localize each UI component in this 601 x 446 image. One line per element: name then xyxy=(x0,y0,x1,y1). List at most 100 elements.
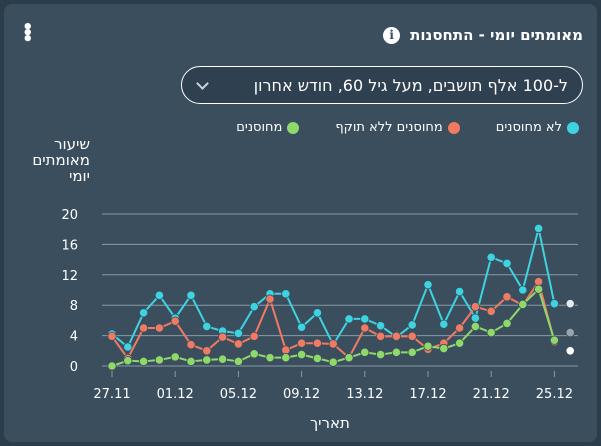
point-vaccinated-22 xyxy=(454,338,465,348)
point-vaccinated-12 xyxy=(296,349,307,360)
point-vaccinated-20 xyxy=(423,341,433,351)
point-unvaccinated-8 xyxy=(233,328,243,338)
point-vaccinated-13 xyxy=(312,353,322,363)
point-expired-4 xyxy=(170,316,180,326)
y-tick-label-4: 16 xyxy=(61,238,78,253)
point-unvaccinated-26 xyxy=(518,285,528,295)
y-tick-label-5: 20 xyxy=(61,208,78,223)
point-latest-vaccinated xyxy=(565,327,575,338)
legend-item-expired[interactable]: מחוסנים ללא תוקף xyxy=(335,120,460,135)
point-unvaccinated-24 xyxy=(486,252,496,262)
point-expired-9 xyxy=(249,331,259,341)
point-vaccinated-16 xyxy=(360,347,370,357)
point-vaccinated-19 xyxy=(407,347,417,357)
point-expired-24 xyxy=(486,306,496,316)
point-expired-22 xyxy=(454,323,465,333)
point-vaccinated-1 xyxy=(123,356,133,366)
point-vaccinated-6 xyxy=(202,355,212,365)
legend-label-vaccinated: מחוסנים xyxy=(236,120,283,135)
point-vaccinated-17 xyxy=(375,349,386,360)
point-expired-17 xyxy=(375,331,386,341)
point-expired-0 xyxy=(107,331,117,341)
point-vaccinated-8 xyxy=(233,356,243,367)
filter-selected-value: ל-100 אלף תושבים, מעל גיל 60, חודש אחרון xyxy=(253,75,568,95)
point-unvaccinated-9 xyxy=(249,302,259,312)
chart-title: מאומתים יומי - התחסנות xyxy=(410,26,583,44)
point-expired-7 xyxy=(218,332,228,342)
x-tick-label-2: 05.12 xyxy=(220,387,257,402)
info-icon[interactable]: i xyxy=(383,26,401,44)
point-expired-2 xyxy=(139,323,149,333)
x-tick-label-1: 01.12 xyxy=(157,387,194,402)
point-expired-12 xyxy=(296,338,307,348)
point-vaccinated-3 xyxy=(154,355,164,365)
point-expired-11 xyxy=(281,345,291,355)
legend-dot-expired xyxy=(447,121,460,134)
title-row: מאומתים יומי - התחסנות i xyxy=(383,26,583,44)
point-vaccinated-25 xyxy=(502,318,512,329)
legend-label-unvaccinated: לא מחוסנים xyxy=(495,120,562,135)
point-vaccinated-2 xyxy=(139,356,149,367)
point-expired-13 xyxy=(312,338,322,348)
y-tick-label-0: 0 xyxy=(70,360,78,375)
legend-item-vaccinated[interactable]: מחוסנים xyxy=(236,120,300,135)
x-tick-label-4: 13.12 xyxy=(346,387,383,402)
point-vaccinated-27 xyxy=(533,284,544,294)
point-vaccinated-11 xyxy=(281,353,291,363)
point-unvaccinated-2 xyxy=(139,308,149,318)
point-vaccinated-23 xyxy=(470,321,480,332)
y-tick-label-1: 4 xyxy=(70,330,78,345)
legend: לא מחוסנים מחוסנים ללא תוקף מחוסנים xyxy=(236,120,579,135)
point-vaccinated-7 xyxy=(218,354,228,364)
x-tick-label-0: 27.11 xyxy=(93,387,130,402)
x-tick-label-5: 17.12 xyxy=(409,387,446,402)
point-unvaccinated-27 xyxy=(533,223,544,234)
point-vaccinated-26 xyxy=(518,299,528,310)
x-tick-label-7: 25.12 xyxy=(536,387,573,402)
point-vaccinated-21 xyxy=(439,343,449,354)
point-unvaccinated-16 xyxy=(360,314,370,324)
point-unvaccinated-12 xyxy=(296,322,307,332)
point-unvaccinated-6 xyxy=(202,321,212,332)
point-vaccinated-28 xyxy=(549,335,560,345)
point-expired-19 xyxy=(407,331,417,341)
point-latest-unvaccinated xyxy=(565,299,575,309)
point-expired-6 xyxy=(202,346,212,356)
point-expired-3 xyxy=(154,323,164,333)
point-expired-23 xyxy=(470,302,480,312)
point-unvaccinated-19 xyxy=(407,320,417,330)
series-line-unvaccinated xyxy=(111,227,556,348)
point-vaccinated-24 xyxy=(486,327,496,338)
x-tick-label-3: 09.12 xyxy=(283,387,320,402)
legend-item-unvaccinated[interactable]: לא מחוסנים xyxy=(496,120,579,135)
point-unvaccinated-25 xyxy=(502,258,512,268)
legend-dot-vaccinated xyxy=(287,121,300,134)
point-unvaccinated-28 xyxy=(549,299,560,309)
point-expired-14 xyxy=(328,339,338,349)
x-tick-label-6: 21.12 xyxy=(473,387,510,402)
point-vaccinated-18 xyxy=(391,347,401,357)
point-vaccinated-14 xyxy=(328,357,338,367)
point-latest-expired xyxy=(565,346,575,356)
point-expired-18 xyxy=(391,331,401,341)
y-tick-label-3: 12 xyxy=(61,269,78,284)
point-vaccinated-15 xyxy=(344,353,354,363)
point-unvaccinated-5 xyxy=(186,290,196,300)
point-vaccinated-0 xyxy=(107,361,117,371)
more-options-icon[interactable]: • • • xyxy=(22,17,34,50)
point-unvaccinated-13 xyxy=(312,308,322,318)
point-unvaccinated-11 xyxy=(281,289,291,299)
filter-dropdown[interactable]: ל-100 אלף תושבים, מעל גיל 60, חודש אחרון xyxy=(181,66,583,104)
point-vaccinated-10 xyxy=(265,353,275,363)
x-axis-label: תאריך xyxy=(310,414,350,432)
point-vaccinated-5 xyxy=(186,356,196,367)
point-unvaccinated-3 xyxy=(154,290,164,300)
point-expired-16 xyxy=(360,323,370,333)
y-axis-label: שיעור מאומתים יומי xyxy=(32,135,90,185)
point-expired-10 xyxy=(265,294,275,304)
point-expired-27 xyxy=(533,277,544,287)
point-expired-25 xyxy=(502,292,512,302)
point-vaccinated-4 xyxy=(170,352,180,362)
legend-label-expired: מחוסנים ללא תוקף xyxy=(335,120,443,135)
